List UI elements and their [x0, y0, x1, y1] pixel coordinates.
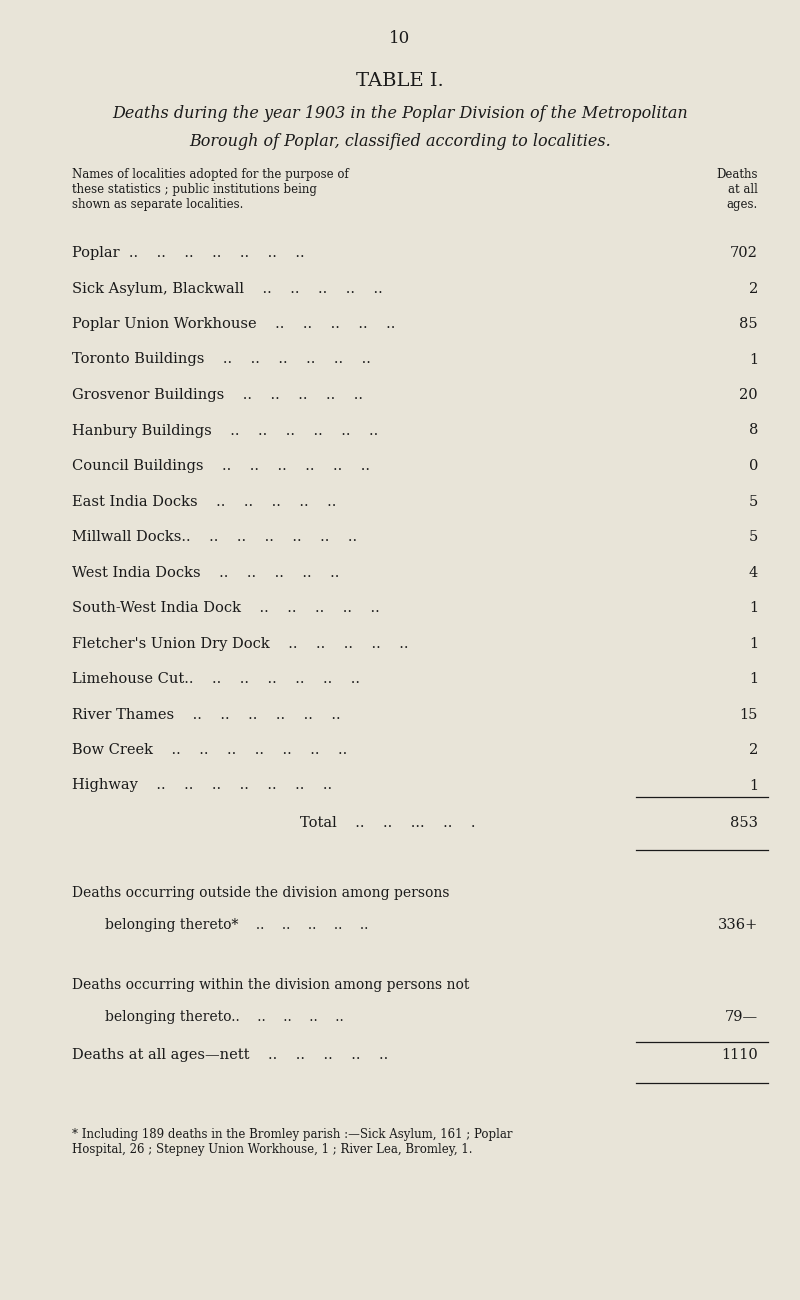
- Text: River Thames    ..    ..    ..    ..    ..    ..: River Thames .. .. .. .. .. ..: [72, 707, 341, 722]
- Text: 1: 1: [749, 672, 758, 686]
- Text: 702: 702: [730, 246, 758, 260]
- Text: Sick Asylum, Blackwall    ..    ..    ..    ..    ..: Sick Asylum, Blackwall .. .. .. .. ..: [72, 282, 382, 295]
- Text: 0: 0: [749, 459, 758, 473]
- Text: belonging thereto..    ..    ..    ..    ..: belonging thereto.. .. .. .. ..: [105, 1010, 344, 1024]
- Text: 1: 1: [749, 601, 758, 615]
- Text: Hanbury Buildings    ..    ..    ..    ..    ..    ..: Hanbury Buildings .. .. .. .. .. ..: [72, 424, 378, 438]
- Text: Borough of Poplar, classified according to localities.: Borough of Poplar, classified according …: [189, 133, 611, 150]
- Text: 2: 2: [749, 282, 758, 295]
- Text: Names of localities adopted for the purpose of
these statistics ; public institu: Names of localities adopted for the purp…: [72, 168, 349, 211]
- Text: Highway    ..    ..    ..    ..    ..    ..    ..: Highway .. .. .. .. .. .. ..: [72, 779, 332, 793]
- Text: 1: 1: [749, 352, 758, 367]
- Text: West India Docks    ..    ..    ..    ..    ..: West India Docks .. .. .. .. ..: [72, 566, 339, 580]
- Text: Fletcher's Union Dry Dock    ..    ..    ..    ..    ..: Fletcher's Union Dry Dock .. .. .. .. ..: [72, 637, 409, 650]
- Text: Grosvenor Buildings    ..    ..    ..    ..    ..: Grosvenor Buildings .. .. .. .. ..: [72, 387, 363, 402]
- Text: Limehouse Cut..    ..    ..    ..    ..    ..    ..: Limehouse Cut.. .. .. .. .. .. ..: [72, 672, 360, 686]
- Text: 5: 5: [749, 494, 758, 508]
- Text: 20: 20: [739, 387, 758, 402]
- Text: 336+: 336+: [718, 918, 758, 932]
- Text: 79—: 79—: [725, 1010, 758, 1024]
- Text: Poplar  ..    ..    ..    ..    ..    ..    ..: Poplar .. .. .. .. .. .. ..: [72, 246, 305, 260]
- Text: TABLE I.: TABLE I.: [356, 72, 444, 90]
- Text: 85: 85: [739, 317, 758, 332]
- Text: Toronto Buildings    ..    ..    ..    ..    ..    ..: Toronto Buildings .. .. .. .. .. ..: [72, 352, 371, 367]
- Text: 1: 1: [749, 779, 758, 793]
- Text: Bow Creek    ..    ..    ..    ..    ..    ..    ..: Bow Creek .. .. .. .. .. .. ..: [72, 744, 347, 757]
- Text: 1110: 1110: [722, 1048, 758, 1062]
- Text: 8: 8: [749, 424, 758, 438]
- Text: Deaths
at all
ages.: Deaths at all ages.: [717, 168, 758, 211]
- Text: 853: 853: [730, 816, 758, 829]
- Text: Millwall Docks..    ..    ..    ..    ..    ..    ..: Millwall Docks.. .. .. .. .. .. ..: [72, 530, 357, 543]
- Text: East India Docks    ..    ..    ..    ..    ..: East India Docks .. .. .. .. ..: [72, 494, 336, 508]
- Text: Deaths occurring within the division among persons not: Deaths occurring within the division amo…: [72, 978, 470, 992]
- Text: 10: 10: [390, 30, 410, 47]
- Text: 5: 5: [749, 530, 758, 543]
- Text: Total    ..    ..    ...    ..    .: Total .. .. ... .. .: [300, 816, 475, 829]
- Text: * Including 189 deaths in the Bromley parish :—Sick Asylum, 161 ; Poplar
Hospita: * Including 189 deaths in the Bromley pa…: [72, 1128, 513, 1156]
- Text: Deaths at all ages—nett    ..    ..    ..    ..    ..: Deaths at all ages—nett .. .. .. .. ..: [72, 1048, 388, 1062]
- Text: 2: 2: [749, 744, 758, 757]
- Text: belonging thereto*    ..    ..    ..    ..    ..: belonging thereto* .. .. .. .. ..: [105, 918, 368, 932]
- Text: 1: 1: [749, 637, 758, 650]
- Text: Council Buildings    ..    ..    ..    ..    ..    ..: Council Buildings .. .. .. .. .. ..: [72, 459, 370, 473]
- Text: Poplar Union Workhouse    ..    ..    ..    ..    ..: Poplar Union Workhouse .. .. .. .. ..: [72, 317, 395, 332]
- Text: Deaths during the year 1903 in the Poplar Division of the Metropolitan: Deaths during the year 1903 in the Popla…: [112, 105, 688, 122]
- Text: South-West India Dock    ..    ..    ..    ..    ..: South-West India Dock .. .. .. .. ..: [72, 601, 380, 615]
- Text: 4: 4: [749, 566, 758, 580]
- Text: Deaths occurring outside the division among persons: Deaths occurring outside the division am…: [72, 887, 450, 900]
- Text: 15: 15: [740, 707, 758, 722]
